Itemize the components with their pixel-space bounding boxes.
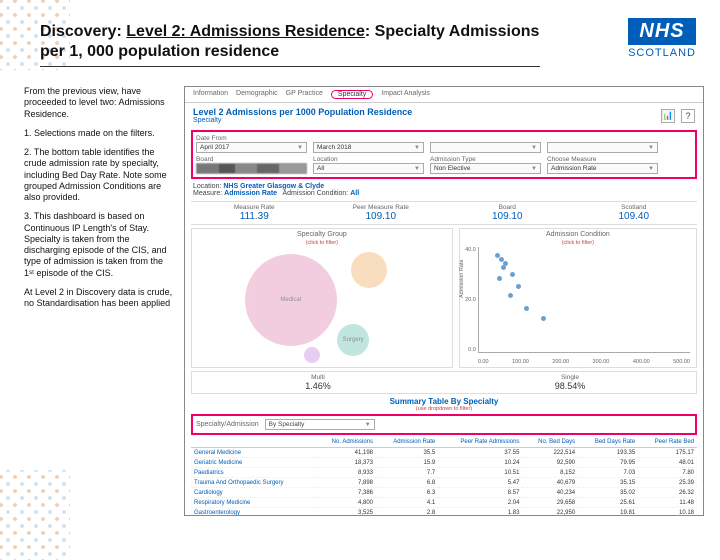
filter-extra-1[interactable]: ▼ bbox=[430, 142, 541, 153]
chevron-down-icon: ▼ bbox=[648, 145, 654, 151]
table-row[interactable]: Trauma And Orthopaedic Surgery7,8986.85.… bbox=[191, 478, 697, 488]
summary-table: No. AdmissionsAdmission RatePeer Rate Ad… bbox=[191, 437, 697, 516]
meta-row: Location: NHS Greater Glasgow & Clyde Me… bbox=[185, 181, 703, 199]
chevron-down-icon: ▼ bbox=[414, 166, 420, 172]
chevron-down-icon: ▼ bbox=[297, 145, 303, 151]
sidebar-p2: 1. Selections made on the filters. bbox=[24, 128, 174, 139]
bubble-title: Specialty Group bbox=[192, 229, 452, 240]
chevron-down-icon: ▼ bbox=[648, 166, 654, 172]
tab-information[interactable]: Information bbox=[193, 90, 228, 99]
bubble[interactable] bbox=[304, 347, 320, 363]
chevron-down-icon: ▼ bbox=[531, 166, 537, 172]
bubble[interactable] bbox=[351, 252, 387, 288]
multi-single-chart: Multi1.46%Single98.54% bbox=[191, 371, 697, 394]
scatter-point[interactable] bbox=[510, 272, 515, 277]
scatter-title: Admission Condition bbox=[460, 229, 696, 240]
title-prefix: Discovery: bbox=[40, 23, 126, 40]
sidebar-p4: 3. This dashboard is based on Continuous… bbox=[24, 211, 174, 279]
scatter-point[interactable] bbox=[497, 276, 502, 281]
table-row[interactable]: Geriatric Medicine18,37315.910.2492,5907… bbox=[191, 458, 697, 468]
filter-measure[interactable]: Admission Rate▼ bbox=[547, 163, 658, 174]
tab-specialty[interactable]: Specialty bbox=[331, 90, 373, 99]
filter-label-measure: Choose Measure bbox=[547, 156, 658, 163]
sidebar-p5: At Level 2 in Discovery data is crude, n… bbox=[24, 287, 174, 310]
scatter-point[interactable] bbox=[508, 293, 513, 298]
summary-title: Summary Table By Specialty bbox=[185, 397, 703, 406]
by-spec-select[interactable]: By Specialty▼ bbox=[265, 419, 375, 430]
explainer-sidebar: From the previous view, have proceeded t… bbox=[24, 86, 174, 516]
filter-label-board: Board bbox=[196, 156, 307, 163]
filter-date-from[interactable]: April 2017▼ bbox=[196, 142, 307, 153]
nhs-logo-sub: SCOTLAND bbox=[628, 47, 696, 59]
filter-label-admission-type: Admission Type bbox=[430, 156, 541, 163]
scatter-point[interactable] bbox=[501, 265, 506, 270]
table-row[interactable]: Gastroenterology3,5252.81.8322,95019.811… bbox=[191, 508, 697, 517]
filter-label-location: Location bbox=[313, 156, 424, 163]
tab-gp-practice[interactable]: GP Practice bbox=[286, 90, 323, 99]
dashboard-title: Level 2 Admissions per 1000 Population R… bbox=[193, 107, 412, 117]
chevron-down-icon: ▼ bbox=[414, 145, 420, 151]
filter-extra-2[interactable]: ▼ bbox=[547, 142, 658, 153]
dashboard-screenshot: Information Demographic GP Practice Spec… bbox=[184, 86, 704, 516]
scatter-point[interactable] bbox=[516, 284, 521, 289]
scatter-point[interactable] bbox=[541, 316, 546, 321]
scatter-subtitle: (click to filter) bbox=[460, 240, 696, 246]
metric-bar: Measure Rate111.39Peer Measure Rate109.1… bbox=[191, 201, 697, 225]
help-icon[interactable]: ? bbox=[681, 109, 695, 123]
filter-date-to[interactable]: March 2018▼ bbox=[313, 142, 424, 153]
title-underlined: Level 2: Admissions Residence bbox=[126, 23, 365, 40]
chevron-down-icon: ▼ bbox=[365, 422, 371, 428]
slide-title: Discovery: Level 2: Admissions Residence… bbox=[40, 22, 540, 67]
filter-label-date-from: Date From bbox=[196, 135, 307, 142]
by-specialty-filter: Specialty/Admission By Specialty▼ bbox=[191, 414, 697, 435]
tab-demographic[interactable]: Demographic bbox=[236, 90, 278, 99]
tab-impact-analysis[interactable]: Impact Analysis bbox=[381, 90, 430, 99]
chart-icon[interactable]: 📊 bbox=[661, 109, 675, 123]
bubble[interactable]: Surgery bbox=[337, 324, 369, 356]
sidebar-p3: 2. The bottom table identifies the crude… bbox=[24, 147, 174, 203]
specialty-group-bubble-chart[interactable]: Specialty Group (click to filter) Medica… bbox=[191, 228, 453, 368]
table-row[interactable]: General Medicine41,19835.537.55222,51419… bbox=[191, 448, 697, 458]
chevron-down-icon: ▼ bbox=[531, 145, 537, 151]
by-spec-label: Specialty/Admission bbox=[196, 421, 259, 428]
filter-board-redacted bbox=[196, 163, 307, 174]
filters-panel: Date From April 2017▼ March 2018▼ ▼ ▼ Bo… bbox=[191, 130, 697, 179]
nhs-logo: NHS SCOTLAND bbox=[628, 18, 696, 59]
filter-location[interactable]: All▼ bbox=[313, 163, 424, 174]
table-row[interactable]: Paediatrics8,9337.710.518,1527.037.80 bbox=[191, 468, 697, 478]
table-row[interactable]: Respiratory Medicine4,8004.12.0429,65825… bbox=[191, 498, 697, 508]
nhs-logo-main: NHS bbox=[628, 18, 696, 45]
admission-condition-scatter[interactable]: Admission Condition (click to filter) Ad… bbox=[459, 228, 697, 368]
table-row[interactable]: Cardiology7,3866.38.5740,23435.0226.32 bbox=[191, 488, 697, 498]
scatter-point[interactable] bbox=[524, 306, 529, 311]
dashboard-subtitle: Specialty bbox=[193, 117, 412, 124]
sidebar-p1: From the previous view, have proceeded t… bbox=[24, 86, 174, 120]
summary-subtitle: (use dropdown to filter) bbox=[185, 406, 703, 412]
dashboard-tabs: Information Demographic GP Practice Spec… bbox=[185, 87, 703, 103]
bubble[interactable]: Medical bbox=[245, 254, 337, 346]
filter-admission-type[interactable]: Non Elective▼ bbox=[430, 163, 541, 174]
